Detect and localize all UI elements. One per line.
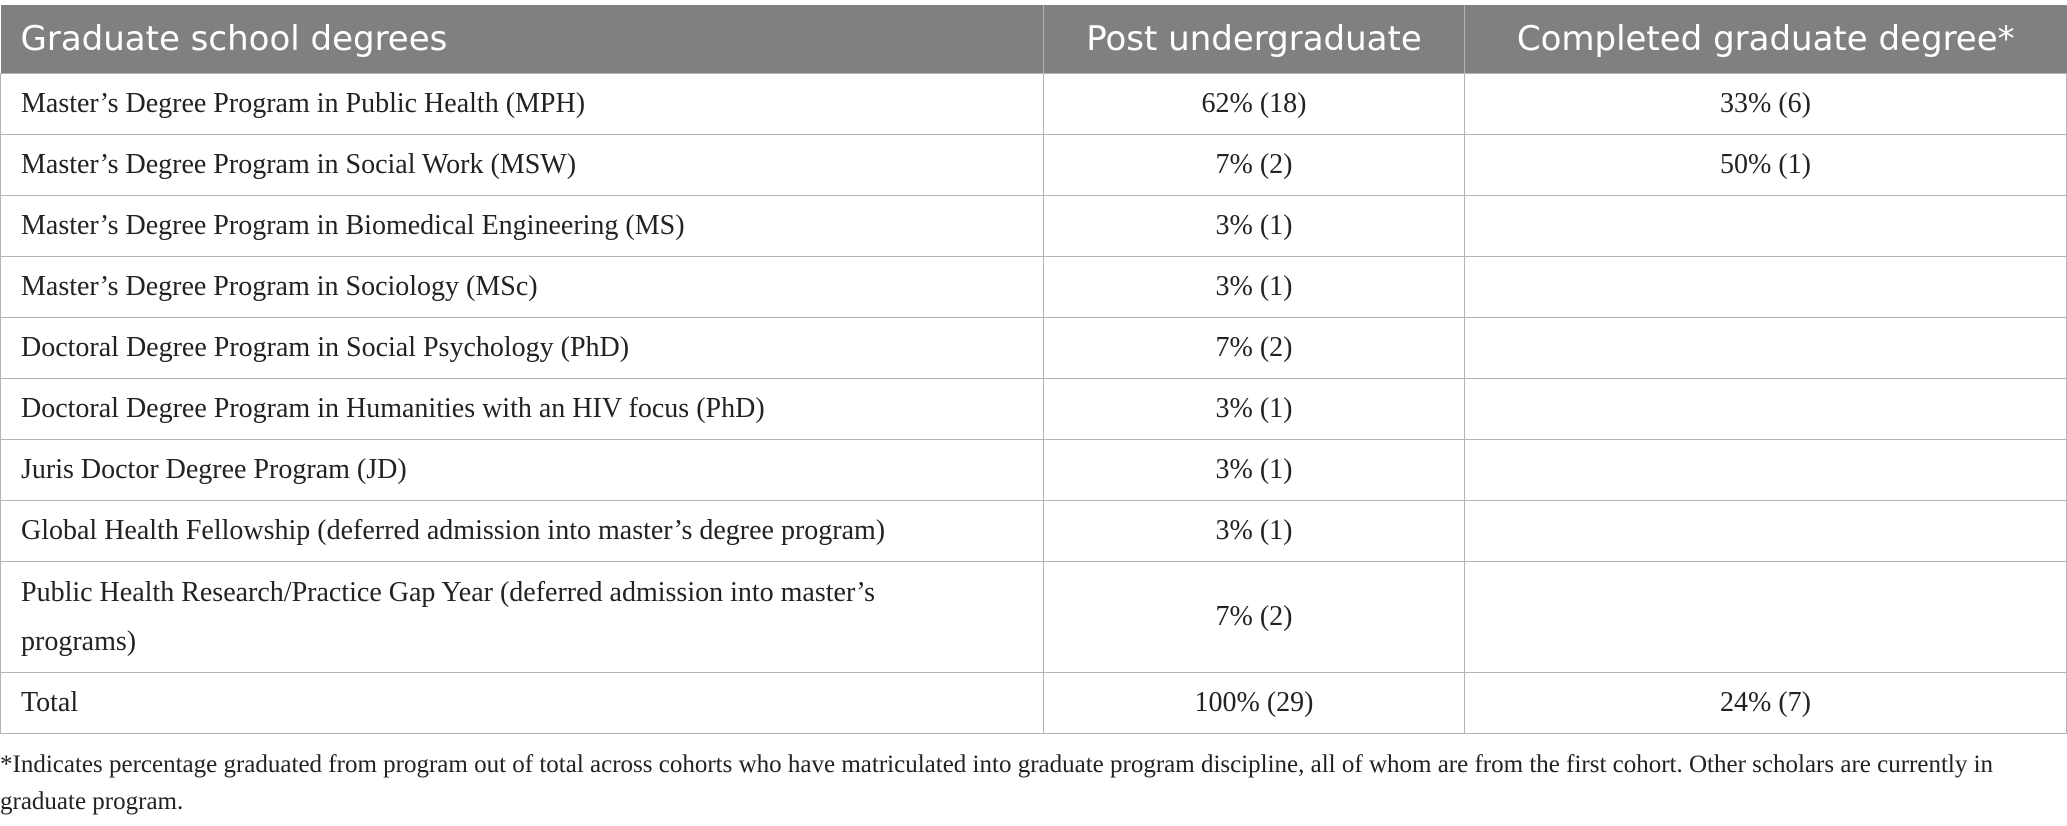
degree-cell: Global Health Fellowship (deferred admis…	[0, 500, 1044, 562]
post-undergraduate-cell: 62% (18)	[1043, 73, 1465, 135]
table-row: Global Health Fellowship (deferred admis…	[0, 500, 2067, 562]
degree-cell: Public Health Research/Practice Gap Year…	[0, 561, 1044, 673]
column-header-post-undergraduate: Post undergraduate	[1043, 5, 1465, 74]
post-undergraduate-cell: 3% (1)	[1043, 439, 1465, 501]
table-body: Master’s Degree Program in Public Health…	[0, 73, 2067, 734]
total-completed-cell: 24% (7)	[1464, 672, 2067, 734]
completed-cell	[1464, 561, 2067, 673]
table-row: Juris Doctor Degree Program (JD) 3% (1)	[0, 439, 2067, 501]
completed-cell	[1464, 500, 2067, 562]
post-undergraduate-cell: 7% (2)	[1043, 561, 1465, 673]
degree-cell: Master’s Degree Program in Public Health…	[0, 73, 1044, 135]
table-row: Public Health Research/Practice Gap Year…	[0, 561, 2067, 673]
table-footnote: *Indicates percentage graduated from pro…	[0, 751, 1994, 815]
degree-cell: Juris Doctor Degree Program (JD)	[0, 439, 1044, 501]
graduate-degrees-table: Graduate school degrees Post undergradua…	[0, 5, 2067, 734]
table-row: Doctoral Degree Program in Humanities wi…	[0, 378, 2067, 440]
completed-cell	[1464, 195, 2067, 257]
post-undergraduate-cell: 7% (2)	[1043, 134, 1465, 196]
total-post-undergraduate-cell: 100% (29)	[1043, 672, 1465, 734]
degree-cell: Doctoral Degree Program in Social Psycho…	[0, 317, 1044, 379]
completed-cell: 33% (6)	[1464, 73, 2067, 135]
table-row: Master’s Degree Program in Sociology (MS…	[0, 256, 2067, 318]
post-undergraduate-cell: 3% (1)	[1043, 378, 1465, 440]
table-row: Doctoral Degree Program in Social Psycho…	[0, 317, 2067, 379]
degree-cell: Doctoral Degree Program in Humanities wi…	[0, 378, 1044, 440]
table-row: Master’s Degree Program in Public Health…	[0, 73, 2067, 135]
post-undergraduate-cell: 7% (2)	[1043, 317, 1465, 379]
column-header-degrees: Graduate school degrees	[0, 5, 1044, 74]
column-header-completed: Completed graduate degree*	[1464, 5, 2067, 74]
post-undergraduate-cell: 3% (1)	[1043, 195, 1465, 257]
completed-cell	[1464, 378, 2067, 440]
degree-cell: Master’s Degree Program in Sociology (MS…	[0, 256, 1044, 318]
completed-cell	[1464, 439, 2067, 501]
completed-cell	[1464, 317, 2067, 379]
completed-cell	[1464, 256, 2067, 318]
total-row: Total 100% (29) 24% (7)	[0, 672, 2067, 734]
completed-cell: 50% (1)	[1464, 134, 2067, 196]
post-undergraduate-cell: 3% (1)	[1043, 500, 1465, 562]
degree-cell: Master’s Degree Program in Social Work (…	[0, 134, 1044, 196]
table-row: Master’s Degree Program in Biomedical En…	[0, 195, 2067, 257]
table-header: Graduate school degrees Post undergradua…	[0, 5, 2067, 74]
header-row: Graduate school degrees Post undergradua…	[0, 5, 2067, 74]
table-row: Master’s Degree Program in Social Work (…	[0, 134, 2067, 196]
post-undergraduate-cell: 3% (1)	[1043, 256, 1465, 318]
total-label-cell: Total	[0, 672, 1044, 734]
degree-cell: Master’s Degree Program in Biomedical En…	[0, 195, 1044, 257]
